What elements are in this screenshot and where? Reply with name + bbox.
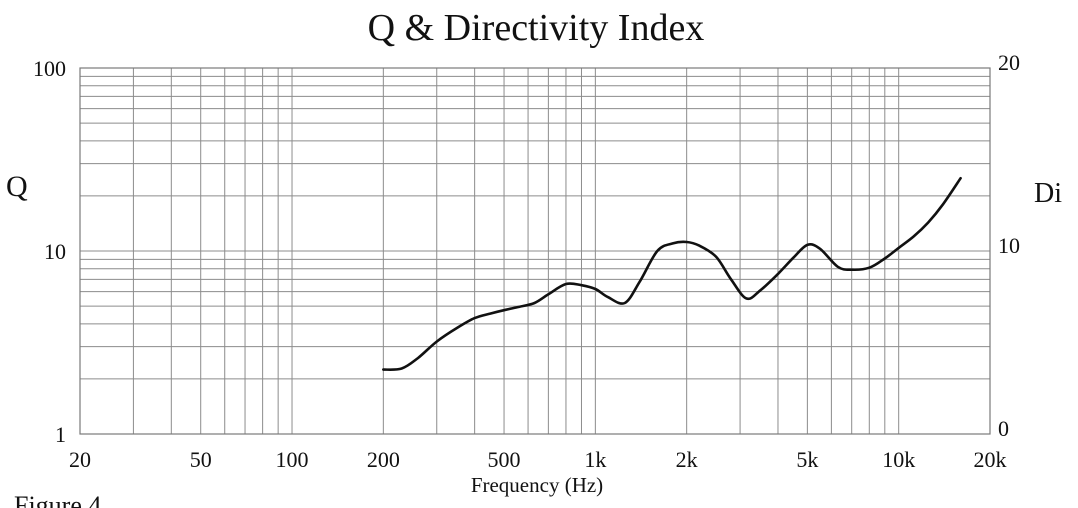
tick-labels: 20 50 100 200 500 1k 2k 5k 10k 20k 1 10 100 0 10 20 <box>33 50 1020 472</box>
y-left-tick-label: 10 <box>44 239 66 264</box>
y-left-axis-label: Q <box>6 170 28 203</box>
x-tick-label: 20k <box>974 447 1007 472</box>
series-layer <box>382 176 962 371</box>
y-left-tick-label: 1 <box>55 422 66 447</box>
y-right-tick-label: 20 <box>998 50 1020 75</box>
x-axis-label: Frequency (Hz) <box>471 473 603 497</box>
x-tick-label: 5k <box>796 447 818 472</box>
chart-title: Q & Directivity Index <box>368 7 705 49</box>
series-line <box>382 176 962 371</box>
y-right-axis-label: Di <box>1034 178 1062 209</box>
x-tick-label: 2k <box>676 447 698 472</box>
figure-caption: Figure 4 <box>14 491 101 508</box>
grid <box>79 67 991 435</box>
x-tick-label: 50 <box>190 447 212 472</box>
x-tick-label: 10k <box>882 447 915 472</box>
x-tick-label: 100 <box>276 447 309 472</box>
x-tick-label: 20 <box>69 447 91 472</box>
plot-frame <box>79 67 991 435</box>
y-right-tick-label: 0 <box>998 416 1009 441</box>
x-tick-label: 1k <box>584 447 606 472</box>
x-tick-label: 200 <box>367 447 400 472</box>
y-right-tick-label: 10 <box>998 233 1020 258</box>
x-tick-label: 500 <box>488 447 521 472</box>
y-left-tick-label: 100 <box>33 56 66 81</box>
